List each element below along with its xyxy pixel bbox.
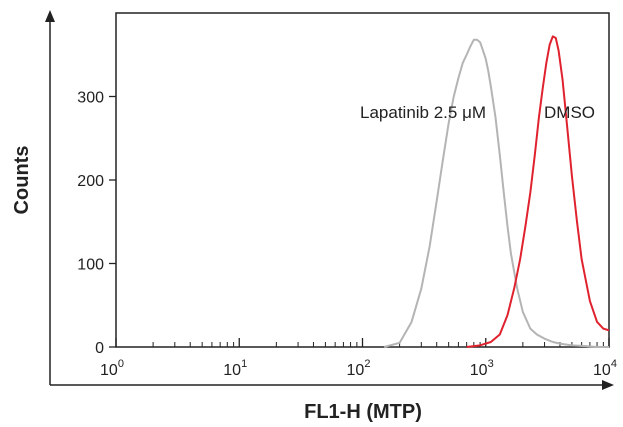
x-tick-label: 102 xyxy=(347,358,371,379)
series-curve-dmso xyxy=(466,35,610,348)
y-tick-label: 100 xyxy=(77,257,104,274)
series-layer xyxy=(383,35,610,348)
y-tick-label: 300 xyxy=(77,90,104,107)
y-axis-arrow-icon xyxy=(45,10,55,22)
x-tick-label: 103 xyxy=(470,358,494,379)
y-tick-label: 0 xyxy=(95,340,104,357)
series-curve-lapatinib xyxy=(383,38,609,348)
x-axis-title: FL1-H (MTP) xyxy=(304,401,422,423)
plot-frame xyxy=(115,12,610,348)
series-label-lapatinib: Lapatinib 2.5 μM xyxy=(360,103,486,122)
y-axis-title: Counts xyxy=(11,146,33,215)
x-tick-label: 101 xyxy=(223,358,247,379)
x-axis-arrow-icon xyxy=(602,380,614,390)
series-label-dmso: DMSO xyxy=(544,103,595,122)
x-tick-label: 100 xyxy=(100,358,124,379)
x-tick-label: 104 xyxy=(593,358,617,379)
y-tick-label: 200 xyxy=(77,173,104,190)
